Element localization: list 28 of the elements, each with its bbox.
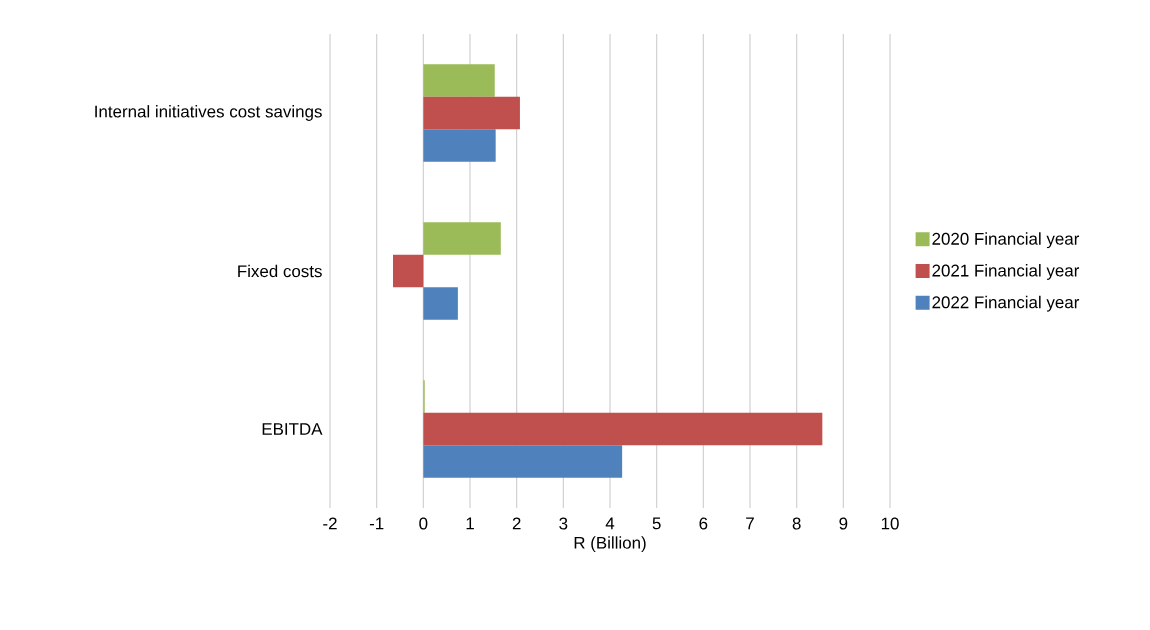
y-tick-label: Fixed costs: [238, 264, 322, 278]
x-tick-label: 3: [559, 517, 568, 530]
legend-label: 2022 Financial year: [932, 295, 1080, 312]
y-tick-label: EBITDA: [262, 423, 323, 435]
y-tick-label: Internal initiatives cost savings: [95, 105, 322, 121]
x-tick-label: 2: [512, 517, 521, 530]
x-axis-title: R (Billion): [574, 536, 646, 553]
bar: [423, 445, 623, 478]
legend-label: 2021 Financial year: [932, 264, 1080, 280]
bar: [423, 129, 496, 162]
bar: [423, 96, 520, 130]
x-tick-label: -2: [323, 517, 337, 530]
x-tick-label: -1: [369, 517, 384, 530]
x-tick-label: 4: [605, 517, 615, 530]
bar: [393, 254, 424, 288]
x-tick-label: 10: [881, 517, 899, 530]
bar: [423, 222, 501, 255]
bar: [423, 64, 495, 97]
x-tick-label: 1: [466, 517, 474, 530]
x-tick-label: 8: [792, 517, 801, 530]
bar: [423, 287, 458, 320]
x-tick-label: 0: [419, 517, 428, 530]
bar: [423, 412, 823, 446]
x-tick-label: 7: [746, 517, 754, 530]
legend-label: 2020 Financial year: [932, 232, 1080, 249]
x-tick-label: 9: [839, 517, 848, 530]
x-tick-label: 5: [652, 517, 661, 530]
x-tick-label: 6: [699, 517, 708, 530]
